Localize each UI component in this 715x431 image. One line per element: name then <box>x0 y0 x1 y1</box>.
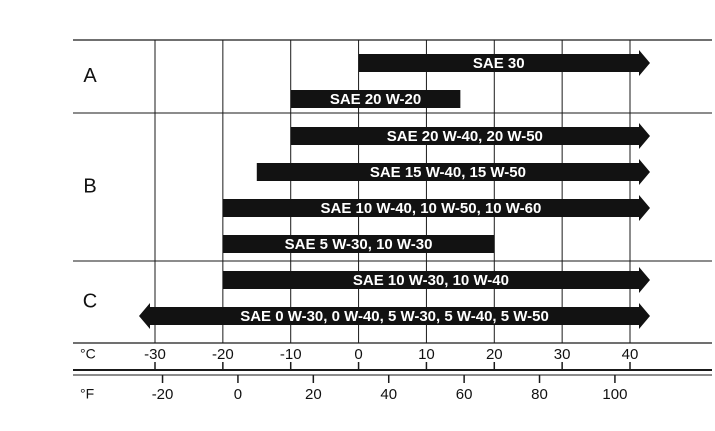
range-bar <box>222 235 495 253</box>
range-bar-label: SAE 15 W-40, 15 W-50 <box>370 164 526 181</box>
range-bar <box>222 267 650 293</box>
fahrenheit-tick-label: 0 <box>234 386 242 403</box>
celsius-tick-label: 0 <box>354 346 362 363</box>
range-bar-label: SAE 20 W-40, 20 W-50 <box>387 128 543 145</box>
range-bar <box>139 303 650 329</box>
range-bar-label: SAE 10 W-40, 10 W-50, 10 W-60 <box>320 200 541 217</box>
celsius-unit-label: °C <box>80 346 96 362</box>
celsius-tick-label: 20 <box>486 346 503 363</box>
range-bar-label: SAE 20 W-20 <box>330 91 421 108</box>
celsius-tick-label: -30 <box>144 346 166 363</box>
celsius-tick-label: -10 <box>280 346 302 363</box>
fahrenheit-tick-label: 20 <box>305 386 322 403</box>
celsius-tick-label: 30 <box>554 346 571 363</box>
range-bar <box>290 90 461 108</box>
celsius-tick-label: 40 <box>622 346 639 363</box>
fahrenheit-tick-label: 60 <box>456 386 473 403</box>
fahrenheit-tick-label: -20 <box>152 386 174 403</box>
fahrenheit-tick-label: 100 <box>602 386 627 403</box>
range-bar <box>222 195 650 221</box>
range-bar-label: SAE 10 W-30, 10 W-40 <box>353 272 509 289</box>
celsius-tick-label: 10 <box>418 346 435 363</box>
range-bar <box>358 50 650 76</box>
range-bar <box>256 159 650 185</box>
range-bar-label: SAE 0 W-30, 0 W-40, 5 W-30, 5 W-40, 5 W-… <box>240 308 549 325</box>
range-bar-label: SAE 30 <box>473 55 525 72</box>
range-bar <box>290 123 650 149</box>
group-label: A <box>83 65 97 87</box>
group-label: B <box>83 175 96 197</box>
fahrenheit-tick-label: 80 <box>531 386 548 403</box>
fahrenheit-tick-label: 40 <box>380 386 397 403</box>
range-bar-label: SAE 5 W-30, 10 W-30 <box>285 236 433 253</box>
fahrenheit-unit-label: °F <box>80 386 94 402</box>
group-label: C <box>83 290 97 312</box>
celsius-tick-label: -20 <box>212 346 234 363</box>
